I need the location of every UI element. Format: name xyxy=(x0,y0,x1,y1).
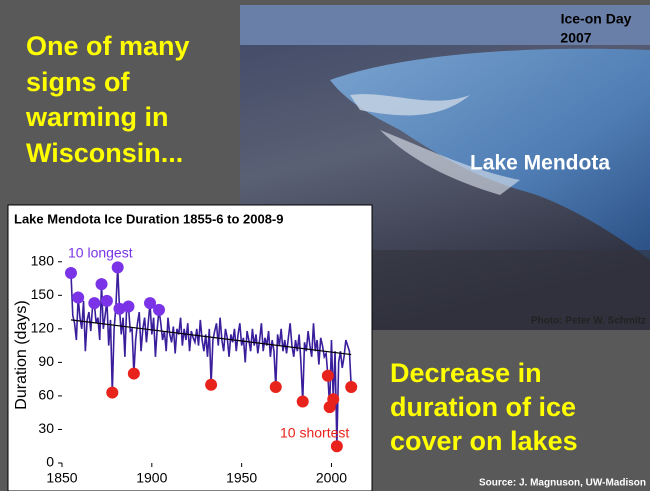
conclusion: duration of ice xyxy=(390,392,576,422)
highlight-point xyxy=(64,266,77,279)
annotation: 10 shortest xyxy=(280,425,349,441)
highlight-point xyxy=(111,261,124,274)
heading: One of many xyxy=(26,31,190,61)
highlight-point xyxy=(296,395,309,408)
highlight-point xyxy=(153,303,166,316)
source: Source: J. Magnuson, UW-Madison xyxy=(479,478,646,489)
highlight-point xyxy=(106,386,119,399)
y-tick-label: 120 xyxy=(31,320,55,336)
annotation: 10 longest xyxy=(68,245,133,261)
chart-title: Lake Mendota Ice Duration 1855-6 to 2008… xyxy=(14,211,283,226)
highlight-point xyxy=(127,367,140,380)
highlight-point xyxy=(144,297,157,310)
photo-caption: Ice-on Day xyxy=(561,11,632,27)
y-tick-label: 90 xyxy=(38,353,54,369)
highlight-point xyxy=(100,294,113,307)
y-tick-label: 180 xyxy=(31,252,55,268)
highlight-point xyxy=(269,380,282,393)
x-tick-label: 1900 xyxy=(136,470,167,486)
y-tick-label: 0 xyxy=(46,454,54,470)
highlight-point xyxy=(95,278,108,291)
y-tick-label: 30 xyxy=(38,420,54,436)
y-tick-label: 60 xyxy=(38,387,54,403)
conclusion: Decrease in xyxy=(390,358,542,388)
highlight-point xyxy=(122,300,135,313)
plot: 0 30 60 90 120 150 180 1850 1900 1950 2000 10 longe… xyxy=(31,245,358,486)
photo-credit: Photo: Peter W. Schmitz xyxy=(531,316,646,327)
x-tick-label: 2000 xyxy=(316,470,347,486)
y-tick-label: 150 xyxy=(31,286,55,302)
photo-caption: 2007 xyxy=(560,30,591,46)
conclusion: cover on lakes xyxy=(390,426,578,456)
highlight-point xyxy=(88,297,101,310)
highlight-point xyxy=(113,302,126,315)
heading: Wisconsin... xyxy=(26,138,183,168)
highlight-point xyxy=(72,291,85,304)
photo-label: Lake Mendota xyxy=(470,152,610,175)
highlight-point xyxy=(327,393,340,406)
highlight-point xyxy=(330,440,343,453)
heading: signs of xyxy=(26,67,131,97)
highlight-point xyxy=(321,369,334,382)
trend-line xyxy=(70,319,352,356)
photo xyxy=(240,5,650,330)
highlight-point xyxy=(205,378,218,391)
x-tick-label: 1850 xyxy=(46,470,77,486)
highlight-point xyxy=(345,380,358,393)
y-axis-label: Duration (days) xyxy=(13,300,30,409)
x-tick-label: 1950 xyxy=(226,470,257,486)
heading: warming in xyxy=(25,102,169,132)
